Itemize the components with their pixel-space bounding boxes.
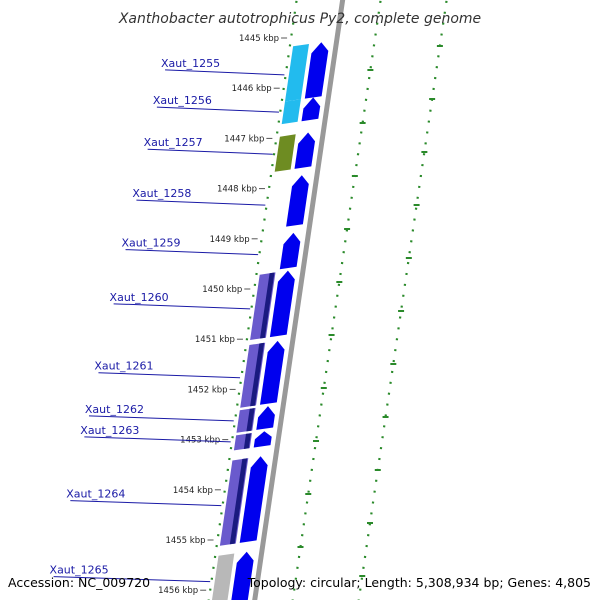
gene-leader-line bbox=[84, 436, 231, 443]
gene-category-shade bbox=[260, 272, 275, 339]
map-title: Xanthobacter autotrophicus Py2, complete… bbox=[118, 11, 481, 27]
tick-label-1454: 1454 kbp bbox=[173, 486, 213, 496]
gene-leader-line bbox=[136, 199, 266, 206]
tick-label-1449: 1449 kbp bbox=[210, 235, 250, 245]
gene-arrow-xaut_1265[interactable] bbox=[231, 551, 254, 600]
gene-leader-line bbox=[88, 415, 234, 422]
gene-label-xaut_1265[interactable]: Xaut_1265 bbox=[50, 564, 109, 577]
gene-label-xaut_1260[interactable]: Xaut_1260 bbox=[110, 291, 169, 304]
gene-category-xaut_1265 bbox=[211, 553, 235, 600]
gene-label-xaut_1256[interactable]: Xaut_1256 bbox=[153, 94, 212, 107]
gene-arrow-xaut_1262[interactable] bbox=[256, 406, 275, 430]
gene-label-xaut_1263[interactable]: Xaut_1263 bbox=[80, 424, 139, 437]
gene-label-xaut_1258[interactable]: Xaut_1258 bbox=[132, 187, 191, 200]
gene-label-xaut_1257[interactable]: Xaut_1257 bbox=[144, 136, 203, 149]
genome-backbone bbox=[252, 0, 346, 600]
tick-label-1451: 1451 kbp bbox=[195, 335, 235, 345]
gene-category-shade bbox=[229, 458, 248, 545]
gene-arrow-xaut_1257[interactable] bbox=[294, 132, 316, 169]
gene-arrow-xaut_1260[interactable] bbox=[269, 270, 295, 338]
tick-label-1452: 1452 kbp bbox=[188, 385, 228, 395]
gene-category-xaut_1256 bbox=[281, 99, 301, 125]
gene-leader-line bbox=[70, 500, 222, 507]
gene-label-xaut_1262[interactable]: Xaut_1262 bbox=[85, 403, 144, 416]
gene-arrow-xaut_1259[interactable] bbox=[279, 232, 301, 270]
gene-category-shade bbox=[246, 408, 255, 432]
gene-arrow-xaut_1255[interactable] bbox=[304, 42, 329, 99]
gene-leader-line bbox=[53, 576, 211, 583]
tick-label-1445: 1445 kbp bbox=[239, 34, 279, 44]
gene-category-xaut_1257 bbox=[274, 134, 296, 172]
tick-label-1450: 1450 kbp bbox=[202, 285, 242, 295]
gene-label-xaut_1259[interactable]: Xaut_1259 bbox=[121, 237, 180, 250]
gene-leader-line bbox=[147, 148, 273, 155]
tick-label-1456: 1456 kbp bbox=[158, 586, 198, 596]
gene-category-xaut_1255 bbox=[285, 44, 309, 102]
far-dotted-ring bbox=[357, 0, 448, 600]
gene-labels: Xaut_1255 Xaut_1256 Xaut_1257 Xaut_1258 Xaut… bbox=[50, 57, 285, 583]
gene-label-xaut_1261[interactable]: Xaut_1261 bbox=[94, 360, 153, 373]
gene-leader-line bbox=[125, 249, 259, 256]
gene-arrow-xaut_1258[interactable] bbox=[286, 175, 309, 227]
gene-arrow-xaut_1256[interactable] bbox=[301, 97, 321, 122]
gene-leader-line bbox=[98, 372, 241, 379]
gene-category-shade bbox=[250, 342, 265, 407]
gene-features bbox=[211, 42, 329, 600]
accession-text: Accession: NC_009720 bbox=[8, 575, 150, 590]
genome-summary-text: Topology: circular; Length: 5,308,934 bp… bbox=[247, 575, 591, 590]
gene-label-xaut_1255[interactable]: Xaut_1255 bbox=[161, 57, 220, 70]
tick-label-1448: 1448 kbp bbox=[217, 185, 257, 195]
tick-label-1447: 1447 kbp bbox=[224, 134, 264, 144]
gene-arrow-xaut_1261[interactable] bbox=[260, 340, 285, 405]
gene-arrow-xaut_1264[interactable] bbox=[239, 456, 268, 543]
gene-leader-line bbox=[156, 106, 279, 113]
tick-label-1446: 1446 kbp bbox=[232, 84, 272, 94]
gene-category-shade bbox=[243, 433, 251, 449]
gene-leader-line bbox=[113, 303, 251, 310]
tick-label-1455: 1455 kbp bbox=[165, 536, 205, 546]
gene-arrow-xaut_1263[interactable] bbox=[253, 431, 272, 448]
gene-label-xaut_1264[interactable]: Xaut_1264 bbox=[66, 488, 125, 501]
gene-leader-line bbox=[165, 69, 285, 76]
